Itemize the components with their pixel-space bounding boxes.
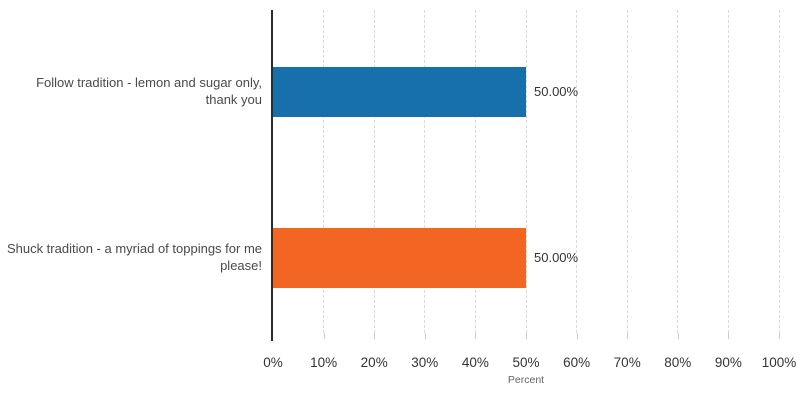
gridline <box>323 10 325 333</box>
gridline <box>474 10 476 333</box>
x-axis-tick-label: 50% <box>512 355 540 370</box>
gridline <box>576 10 578 333</box>
gridline <box>727 10 729 333</box>
gridline <box>424 10 426 333</box>
y-axis-line <box>271 10 273 341</box>
category-label: Shuck tradition - a myriad of toppings f… <box>6 241 262 273</box>
x-axis-tick-label: 90% <box>714 355 742 370</box>
bar <box>273 67 526 117</box>
x-axis-tick-label: 70% <box>613 355 641 370</box>
x-axis-tick <box>475 333 477 339</box>
x-axis-tick <box>728 333 730 339</box>
x-axis-tick <box>323 333 325 339</box>
x-axis-tick-label: 0% <box>263 355 283 370</box>
x-axis-tick-label: 60% <box>563 355 591 370</box>
x-axis-tick <box>424 333 426 339</box>
value-label: 50.00% <box>534 84 579 99</box>
x-axis-tick-label: 30% <box>411 355 439 370</box>
x-axis-tick-label: 40% <box>461 355 489 370</box>
x-axis-tick <box>627 333 629 339</box>
x-axis-tick <box>677 333 679 339</box>
x-axis-title: Percent <box>507 374 545 386</box>
x-axis-tick <box>526 333 527 339</box>
gridline <box>778 10 780 333</box>
x-axis-tick <box>576 333 578 339</box>
x-axis-tick-label: 100% <box>761 355 797 370</box>
value-label: 50.00% <box>534 250 579 265</box>
gridline <box>373 10 375 333</box>
gridline <box>626 10 628 333</box>
gridline <box>525 10 527 333</box>
bar <box>273 228 526 288</box>
x-axis-tick <box>779 333 780 339</box>
x-axis-tick-label: 80% <box>664 355 692 370</box>
category-label: Follow tradition - lemon and sugar only,… <box>36 75 262 107</box>
x-axis-tick <box>374 333 376 339</box>
x-axis-tick-label: 20% <box>360 355 388 370</box>
x-axis-tick-label: 10% <box>310 355 338 370</box>
gridline <box>677 10 679 333</box>
